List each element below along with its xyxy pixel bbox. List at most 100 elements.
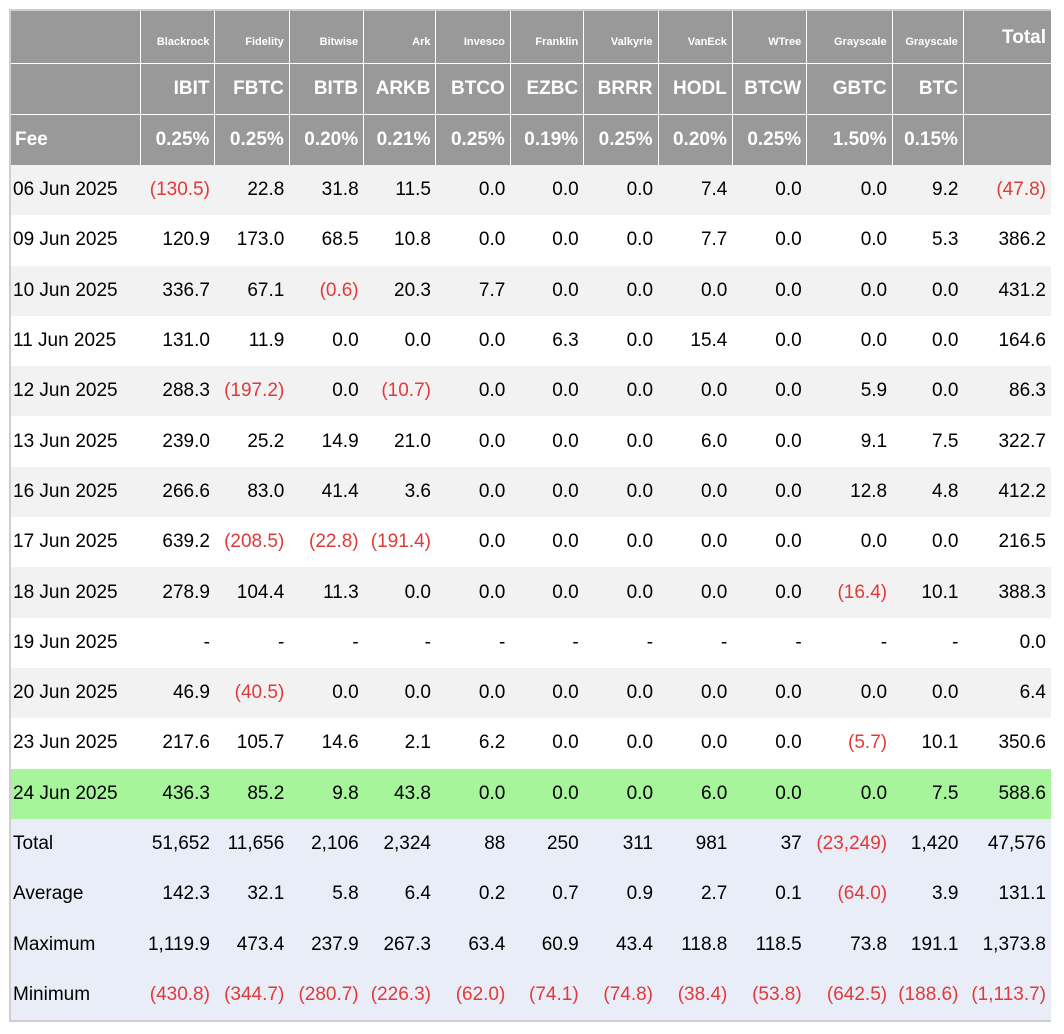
issuer-header: Grayscale [892,11,964,63]
flow-value-cell: 0.0 [732,366,807,417]
flow-value-cell: 0.0 [732,768,807,819]
flow-value-cell: 311 [583,818,659,870]
row-total-cell: 6.4 [963,667,1051,719]
flow-value-cell: 120.9 [140,215,215,266]
ticker-header: BTC [892,62,964,114]
fee-value: 0.25% [732,113,808,165]
flow-value-cell: (74.1) [510,969,584,1021]
flow-value-cell: (16.4) [806,567,893,618]
flow-value-cell: 0.0 [510,416,584,467]
date-cell: 13 Jun 2025 [11,416,141,467]
ticker-header: GBTC [806,62,893,114]
summary-row: Average 142.3 32.1 5.8 6.4 0.2 0.7 0.9 2.7 0.1 (64… [11,869,1051,920]
issuer-header: Fidelity [214,11,290,63]
fee-value: 0.25% [140,113,216,165]
issuer-header: VanEck [658,11,733,63]
flow-value-cell: 436.3 [140,768,215,819]
flow-value-cell: 11.9 [214,315,290,367]
date-cell: 17 Jun 2025 [11,517,141,568]
table-row: 13 Jun 2025 239.0 25.2 14.9 21.0 0.0 0.0 0.0 6.0… [11,416,1051,467]
date-cell: 11 Jun 2025 [11,315,141,367]
flow-value-cell: 2,324 [363,818,436,870]
flow-value-cell: 0.0 [510,567,584,618]
flow-value-cell: 0.0 [732,165,807,216]
flow-value-cell: 0.0 [510,466,584,518]
table-row: 23 Jun 2025 217.6 105.7 14.6 2.1 6.2 0.0 0.0 0.0… [11,718,1051,769]
flow-value-cell: 0.0 [892,667,964,719]
flow-value-cell: 131.0 [140,315,215,367]
header-blank-cell [11,62,142,114]
flow-value-cell: 0.1 [732,869,807,920]
flow-value-cell: 0.0 [583,667,659,719]
flow-value-cell: - [435,617,511,668]
date-cell: 06 Jun 2025 [11,165,141,216]
table-row: 19 Jun 2025- - - - - - - - - - -0.0 [11,617,1051,668]
row-total-cell: 0.0 [963,617,1051,668]
flow-value-cell: 32.1 [214,869,290,920]
row-total-cell: 386.2 [963,215,1051,266]
flow-value-cell: 7.4 [658,165,733,216]
flow-value-cell: 0.0 [892,265,964,316]
flow-value-cell: 20.3 [363,265,436,316]
flow-value-cell: 0.0 [510,265,584,316]
flow-value-cell: 0.0 [510,517,584,568]
flow-value-cell: 6.2 [435,718,511,769]
flow-value-cell: 0.0 [289,366,364,417]
flow-value-cell: 0.0 [583,768,659,819]
flow-value-cell: 43.8 [363,768,436,819]
flow-value-cell: (430.8) [140,969,215,1021]
table-row: 06 Jun 2025 (130.5) 22.8 31.8 11.5 0.0 0.0 0.0 7… [11,165,1051,216]
summary-label: Average [11,869,141,920]
flow-value-cell: - [732,617,807,668]
table-row: 20 Jun 2025 46.9 (40.5) 0.0 0.0 0.0 0.0 0.0 0.0 0… [11,667,1051,719]
date-cell: 09 Jun 2025 [11,215,141,266]
flow-value-cell: 14.9 [289,416,364,467]
flow-value-cell: 6.4 [363,869,436,920]
flow-value-cell: - [658,617,733,668]
flow-value-cell: - [806,617,893,668]
date-cell: 19 Jun 2025 [11,617,141,668]
flow-value-cell: 63.4 [435,919,511,970]
flow-value-cell: 5.9 [806,366,893,417]
fee-header-row: Fee 0.25% 0.25% 0.20% 0.21% 0.25% 0.19% … [11,113,1051,165]
fee-label: Fee [11,113,142,165]
flow-value-cell: 266.6 [140,466,215,518]
flow-value-cell: (280.7) [289,969,364,1021]
flow-value-cell: - [214,617,290,668]
flow-value-cell: 0.9 [583,869,659,920]
flow-value-cell: 0.0 [363,315,436,367]
flow-value-cell: 0.0 [510,215,584,266]
flow-value-cell: - [140,617,215,668]
header-blank-cell [11,11,142,63]
ticker-header: IBIT [140,62,216,114]
flow-value-cell: 25.2 [214,416,290,467]
ticker-header: FBTC [214,62,290,114]
flow-value-cell: (344.7) [214,969,290,1021]
date-cell: 24 Jun 2025 [11,768,141,819]
ticker-header: BTCW [732,62,808,114]
date-cell: 18 Jun 2025 [11,567,141,618]
summary-label: Total [11,818,141,870]
flow-value-cell: 6.0 [658,768,733,819]
ticker-header: HODL [658,62,733,114]
flow-value-cell: 981 [658,818,733,870]
issuer-header-row: Blackrock Fidelity Bitwise Ark Invesco F… [11,11,1051,63]
flow-value-cell: 0.0 [892,315,964,367]
flow-value-cell: 0.0 [510,718,584,769]
flow-value-cell: 51,652 [140,818,215,870]
flow-value-cell: (62.0) [435,969,511,1021]
flow-value-cell: 0.0 [806,265,893,316]
flow-value-cell: 0.0 [583,315,659,367]
flow-value-cell: 22.8 [214,165,290,216]
fee-value: 0.15% [892,113,964,165]
flow-value-cell: 3.6 [363,466,436,518]
flow-value-cell: 5.3 [892,215,964,266]
flow-value-cell: 267.3 [363,919,436,970]
flow-value-cell: 11.3 [289,567,364,618]
flow-value-cell: 0.0 [892,366,964,417]
summary-label: Minimum [11,969,141,1021]
date-cell: 10 Jun 2025 [11,265,141,316]
flow-value-cell: 0.0 [732,466,807,518]
flow-value-cell: 7.5 [892,768,964,819]
row-total-cell: 1,373.8 [963,919,1051,970]
